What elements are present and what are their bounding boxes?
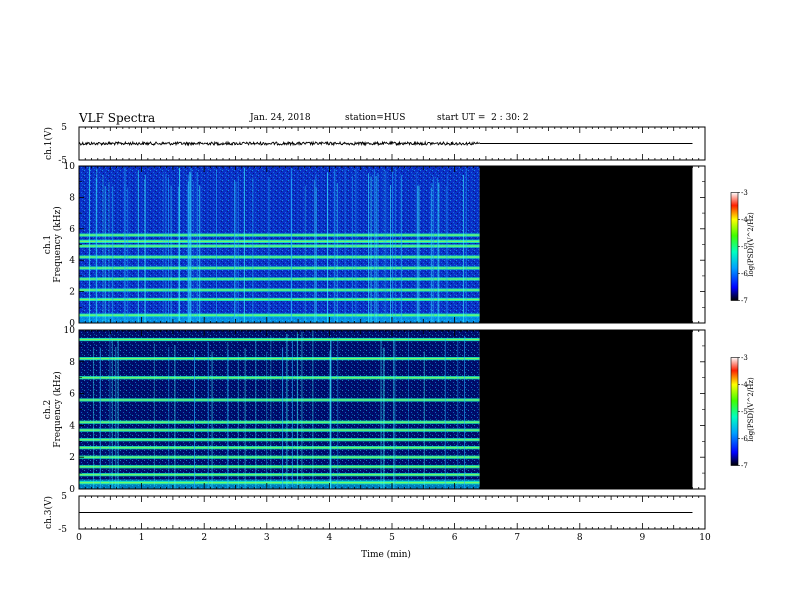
y-tick-label: 4 [69, 256, 75, 266]
x-tick-label: 4 [327, 533, 333, 543]
y-tick-label: -5 [58, 525, 67, 535]
colorbar-title: log(PSD)(V^2/Hz) [747, 377, 755, 442]
colorbar-tick-label: -3 [741, 354, 748, 362]
harmonic-line-core [79, 456, 480, 458]
y-tick-label: -5 [58, 156, 67, 166]
harmonic-line-core [79, 234, 480, 236]
y-tick-label: 6 [69, 225, 75, 235]
colorbar [730, 357, 739, 466]
harmonic-line-core [79, 289, 480, 291]
y-tick-label: 0 [69, 319, 75, 329]
x-tick-label: 0 [76, 533, 82, 543]
y-tick-label: 5 [61, 492, 67, 502]
y-tick-label: 8 [69, 193, 75, 203]
station-label: station=HUS [345, 113, 406, 123]
harmonic-line-core [79, 245, 480, 247]
harmonic-line-core [79, 429, 480, 431]
harmonic-line-core [79, 447, 480, 449]
figure-title: VLF Spectra [79, 111, 156, 125]
x-tick-label: 9 [640, 533, 646, 543]
colorbar-tick-label: -6 [741, 435, 748, 443]
y-tick-label: 2 [69, 453, 75, 463]
y-axis-title: ch.1(V) [43, 127, 54, 160]
y-tick-label: 4 [69, 421, 75, 431]
y-axis-title: Frequency (kHz) [52, 371, 63, 448]
colorbar-tick-label: -5 [741, 243, 748, 251]
y-axis-title: Frequency (kHz) [52, 206, 63, 283]
harmonic-line-core [79, 466, 480, 468]
x-tick-label: 3 [264, 533, 270, 543]
harmonic-line-core [79, 240, 480, 242]
x-axis-title: Time (min) [361, 549, 411, 560]
harmonic-line-core [79, 482, 480, 484]
y-tick-label: 6 [69, 390, 75, 400]
x-tick-label: 2 [201, 533, 207, 543]
harmonic-line-core [79, 421, 480, 423]
y-tick-label: 5 [61, 123, 67, 133]
harmonic-line-core [79, 439, 480, 441]
harmonic-line-core [79, 358, 480, 360]
harmonic-line-core [79, 278, 480, 280]
harmonic-line-core [79, 474, 480, 476]
harmonic-line-core [79, 314, 480, 316]
colorbar-tick-label: -7 [741, 462, 748, 470]
harmonic-line-core [79, 298, 480, 301]
colorbar-tick-label: -4 [741, 381, 748, 389]
harmonic-line-core [79, 338, 480, 341]
harmonic-line-core [79, 377, 480, 379]
y-tick-label: 2 [69, 288, 75, 298]
colorbar-tick-label: -6 [741, 270, 748, 278]
harmonic-line-core [79, 256, 480, 258]
start-time-label: start UT = 2 : 30: 2 [437, 113, 529, 123]
spectrogram-speckle [79, 330, 480, 489]
colorbar-tick-label: -7 [741, 297, 748, 305]
low-frequency-band [79, 313, 480, 323]
no-data-region [479, 330, 693, 489]
colorbar-tick-label: -3 [741, 189, 748, 197]
x-tick-label: 6 [452, 533, 458, 543]
harmonic-line-core [79, 267, 480, 269]
x-tick-label: 8 [577, 533, 583, 543]
no-data-region [479, 166, 693, 323]
channel-label: ch.2 [43, 400, 53, 419]
y-tick-label: 0 [69, 485, 75, 495]
colorbar-title: log(PSD)(V^2/Hz) [747, 212, 755, 277]
harmonic-line-core [79, 399, 480, 401]
x-tick-label: 5 [389, 533, 395, 543]
y-tick-label: 8 [69, 358, 75, 368]
colorbar-tick-label: -4 [741, 216, 748, 224]
channel-label: ch.1 [43, 235, 53, 254]
y-tick-label: 10 [64, 326, 76, 336]
colorbar-tick-label: -5 [741, 408, 748, 416]
x-tick-label: 10 [699, 533, 711, 543]
date-label: Jan. 24, 2018 [250, 113, 311, 123]
y-tick-label: 10 [64, 162, 76, 172]
y-axis-title: ch.3(V) [43, 496, 54, 529]
colorbar [730, 192, 739, 301]
x-tick-label: 7 [514, 533, 520, 543]
waveform-trace [78, 140, 480, 147]
x-tick-label: 1 [139, 533, 145, 543]
